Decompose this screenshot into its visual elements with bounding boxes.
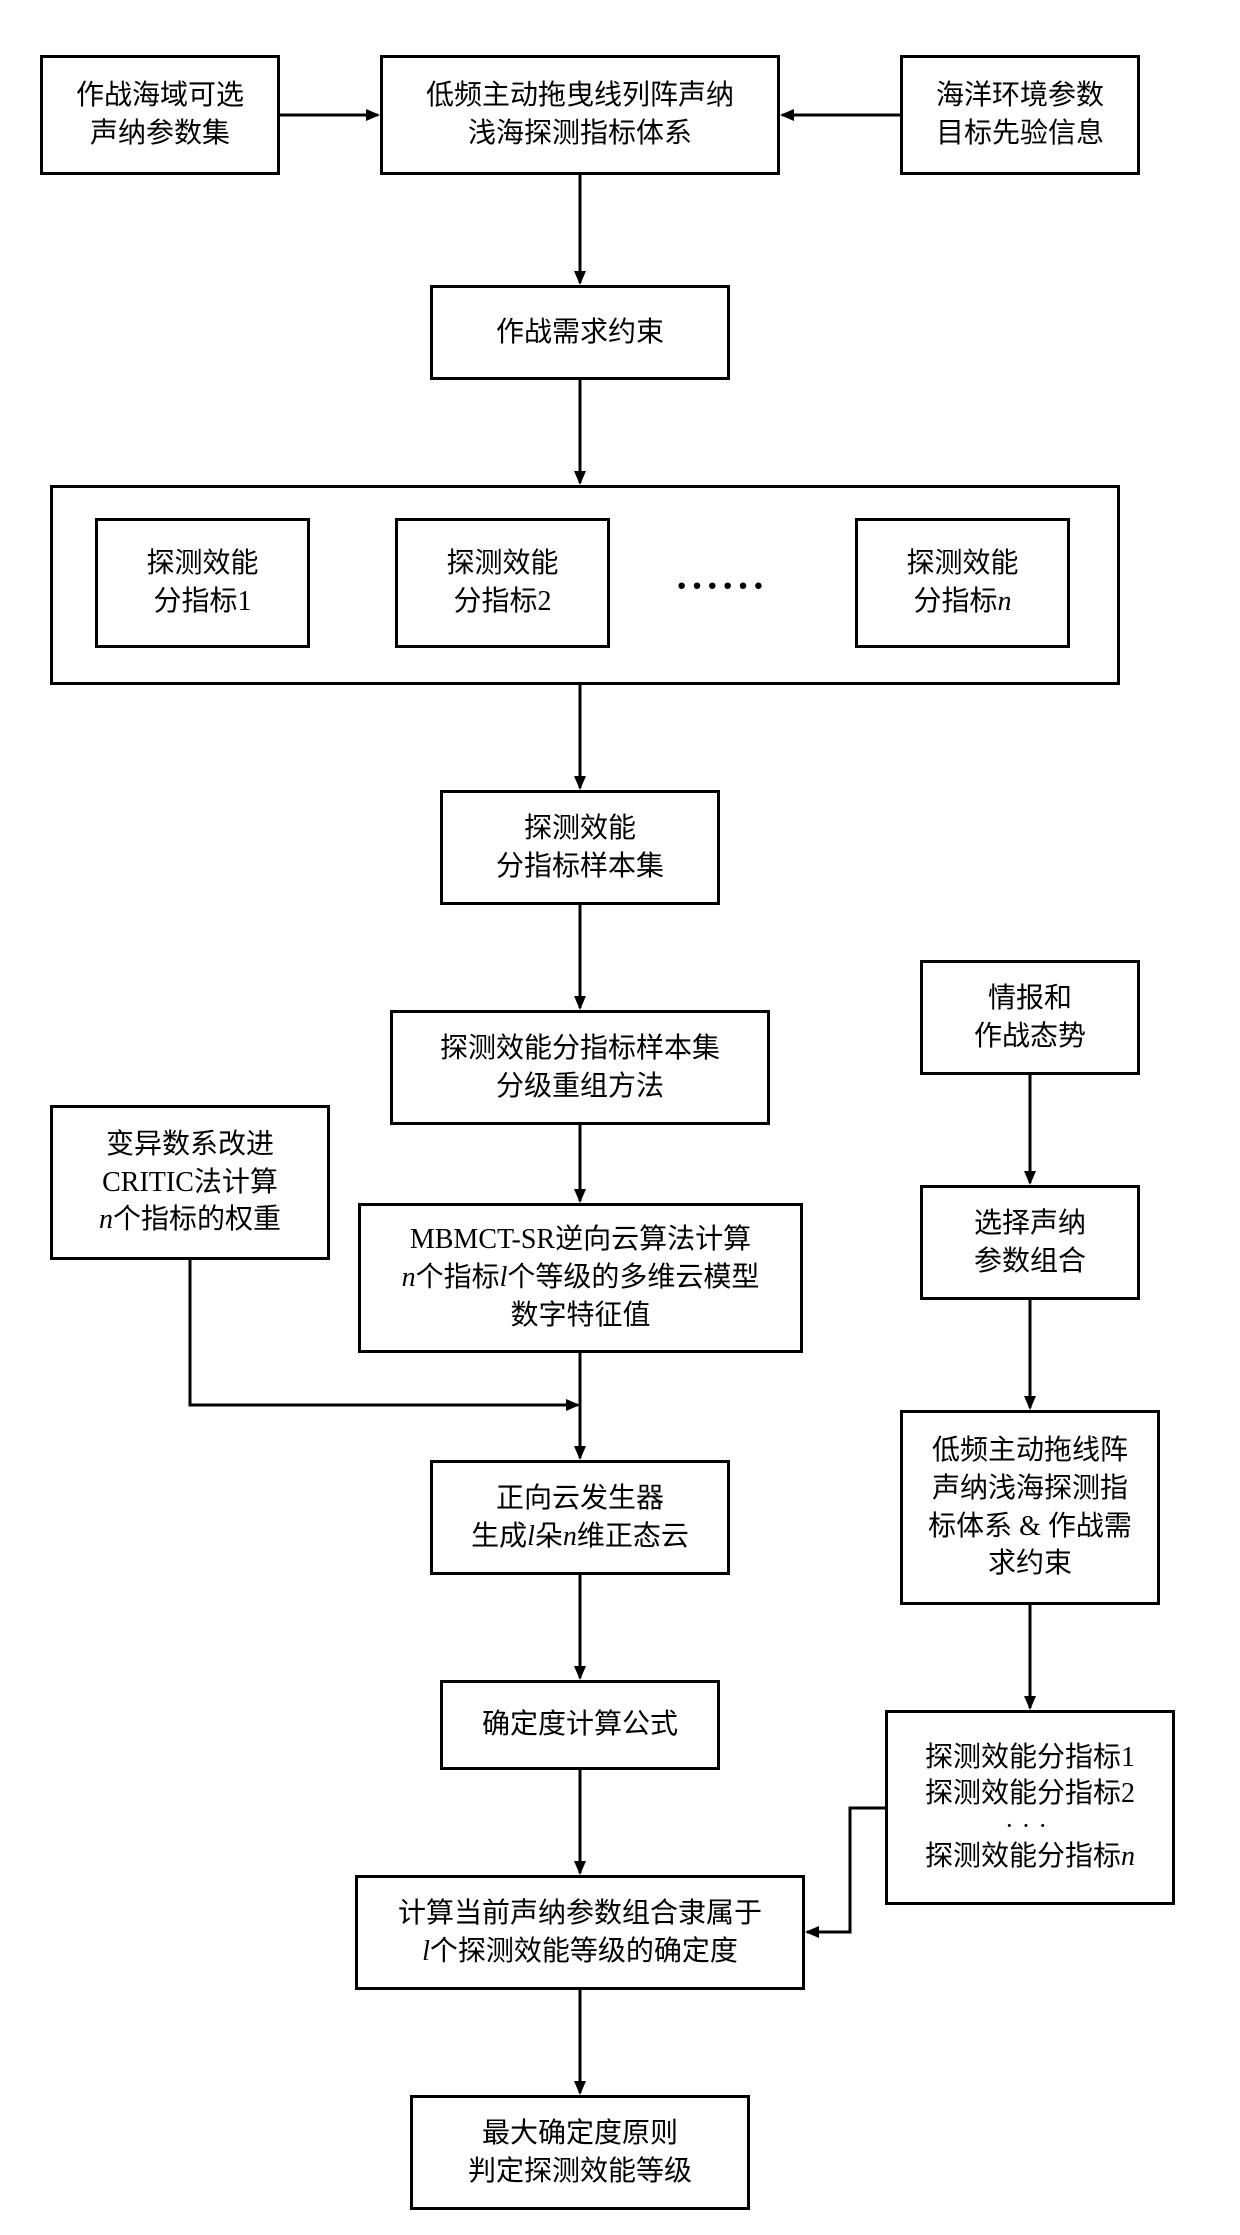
txt: l个探测效能等级的确定度 <box>398 1933 762 1971</box>
box-ocean-env: 海洋环境参数 目标先验信息 <box>900 55 1140 175</box>
txt: 数字特征值 <box>402 1297 760 1335</box>
txt: 目标先验信息 <box>936 115 1104 153</box>
txt: 分指标样本集 <box>496 848 664 886</box>
txt: 判定探测效能等级 <box>468 2153 692 2191</box>
txt: 计算当前声纳参数组合隶属于 <box>398 1895 762 1933</box>
txt: 探测效能分指标样本集 <box>440 1030 720 1068</box>
txt: 浅海探测指标体系 <box>426 115 734 153</box>
txt: 探测效能分指标1 <box>925 1740 1135 1776</box>
box-select: 选择声纳 参数组合 <box>920 1185 1140 1300</box>
box-index-system: 低频主动拖曳线列阵声纳 浅海探测指标体系 <box>380 55 780 175</box>
txt: 探测效能 <box>496 810 664 848</box>
vdots: ··· <box>925 1813 1135 1839</box>
txt: 分指标1 <box>146 583 258 621</box>
txt: 作战海域可选 <box>76 77 244 115</box>
box-sample-set: 探测效能 分指标样本集 <box>440 790 720 905</box>
txt: 低频主动拖线阵 <box>928 1432 1132 1470</box>
txt: 探测效能分指标n <box>925 1839 1135 1875</box>
box-regroup: 探测效能分指标样本集 分级重组方法 <box>390 1010 770 1125</box>
box-right-system: 低频主动拖线阵 声纳浅海探测指 标体系 & 作战需 求约束 <box>900 1410 1160 1605</box>
txt: 探测效能 <box>906 545 1018 583</box>
txt: CRITIC法计算 <box>99 1164 281 1202</box>
txt: 变异数系改进 <box>99 1126 281 1164</box>
box-sonar-params: 作战海域可选 声纳参数集 <box>40 55 280 175</box>
box-mbmct: MBMCT-SR逆向云算法计算 n个指标l个等级的多维云模型 数字特征值 <box>358 1203 803 1353</box>
box-constraints: 作战需求约束 <box>430 285 730 380</box>
txt: 最大确定度原则 <box>468 2115 692 2153</box>
txt: 分级重组方法 <box>440 1068 720 1106</box>
txt: 探测效能 <box>446 545 558 583</box>
box-subn: 探测效能 分指标n <box>855 518 1070 648</box>
txt: 探测效能 <box>146 545 258 583</box>
box-cert-formula: 确定度计算公式 <box>440 1680 720 1770</box>
txt: 分指标n <box>906 583 1018 621</box>
txt: 声纳参数集 <box>76 115 244 153</box>
ellipsis-icon: ······ <box>675 562 767 609</box>
txt: 标体系 & 作战需 <box>928 1508 1132 1546</box>
box-right-list: 探测效能分指标1 探测效能分指标2 ··· 探测效能分指标n <box>885 1710 1175 1905</box>
box-critic: 变异数系改进 CRITIC法计算 n个指标的权重 <box>50 1105 330 1260</box>
box-final: 最大确定度原则 判定探测效能等级 <box>410 2095 750 2210</box>
txt: n个指标的权重 <box>99 1201 281 1239</box>
txt: 作战需求约束 <box>496 314 664 352</box>
txt: 正向云发生器 <box>471 1480 689 1518</box>
txt: 声纳浅海探测指 <box>928 1470 1132 1508</box>
txt: 生成l朵n维正态云 <box>471 1518 689 1556</box>
txt: 求约束 <box>928 1545 1132 1583</box>
txt: 情报和 <box>974 980 1086 1018</box>
box-intel: 情报和 作战态势 <box>920 960 1140 1075</box>
box-sub1: 探测效能 分指标1 <box>95 518 310 648</box>
txt: 低频主动拖曳线列阵声纳 <box>426 77 734 115</box>
txt: MBMCT-SR逆向云算法计算 <box>402 1221 760 1259</box>
txt: 探测效能分指标2 <box>925 1776 1135 1812</box>
txt: 确定度计算公式 <box>482 1706 678 1744</box>
txt: 作战态势 <box>974 1018 1086 1056</box>
box-forward-cloud: 正向云发生器 生成l朵n维正态云 <box>430 1460 730 1575</box>
txt: n个指标l个等级的多维云模型 <box>402 1259 760 1297</box>
txt: 分指标2 <box>446 583 558 621</box>
box-sub2: 探测效能 分指标2 <box>395 518 610 648</box>
txt: 海洋环境参数 <box>936 77 1104 115</box>
box-compute: 计算当前声纳参数组合隶属于 l个探测效能等级的确定度 <box>355 1875 805 1990</box>
txt: 参数组合 <box>974 1243 1086 1281</box>
txt: 选择声纳 <box>974 1205 1086 1243</box>
